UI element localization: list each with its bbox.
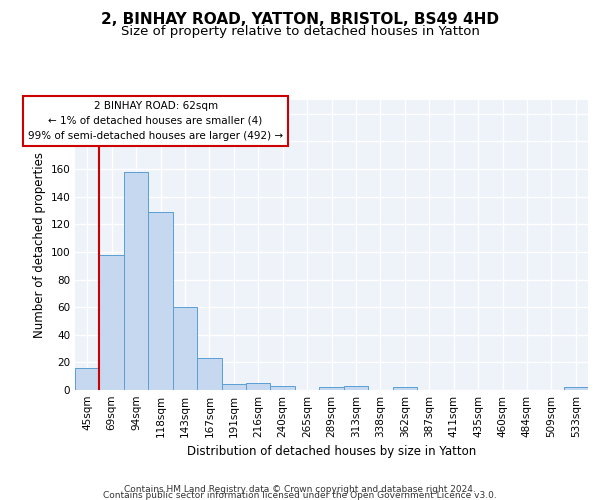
Text: Size of property relative to detached houses in Yatton: Size of property relative to detached ho… [121, 25, 479, 38]
Bar [221, 384, 246, 390]
Bar [271, 386, 295, 390]
Text: Contains public sector information licensed under the Open Government Licence v3: Contains public sector information licen… [103, 491, 497, 500]
Bar [319, 387, 344, 390]
X-axis label: Distribution of detached houses by size in Yatton: Distribution of detached houses by size … [187, 446, 476, 458]
Bar [563, 387, 588, 390]
Text: Contains HM Land Registry data © Crown copyright and database right 2024.: Contains HM Land Registry data © Crown c… [124, 484, 476, 494]
Bar [392, 387, 417, 390]
Bar [344, 386, 368, 390]
Bar [197, 358, 221, 390]
Text: 2, BINHAY ROAD, YATTON, BRISTOL, BS49 4HD: 2, BINHAY ROAD, YATTON, BRISTOL, BS49 4H… [101, 12, 499, 28]
Bar [75, 368, 100, 390]
Bar [124, 172, 148, 390]
Bar [173, 307, 197, 390]
Bar [148, 212, 173, 390]
Bar [246, 383, 271, 390]
Text: 2 BINHAY ROAD: 62sqm
← 1% of detached houses are smaller (4)
99% of semi-detache: 2 BINHAY ROAD: 62sqm ← 1% of detached ho… [28, 101, 283, 140]
Y-axis label: Number of detached properties: Number of detached properties [33, 152, 46, 338]
Bar [100, 254, 124, 390]
